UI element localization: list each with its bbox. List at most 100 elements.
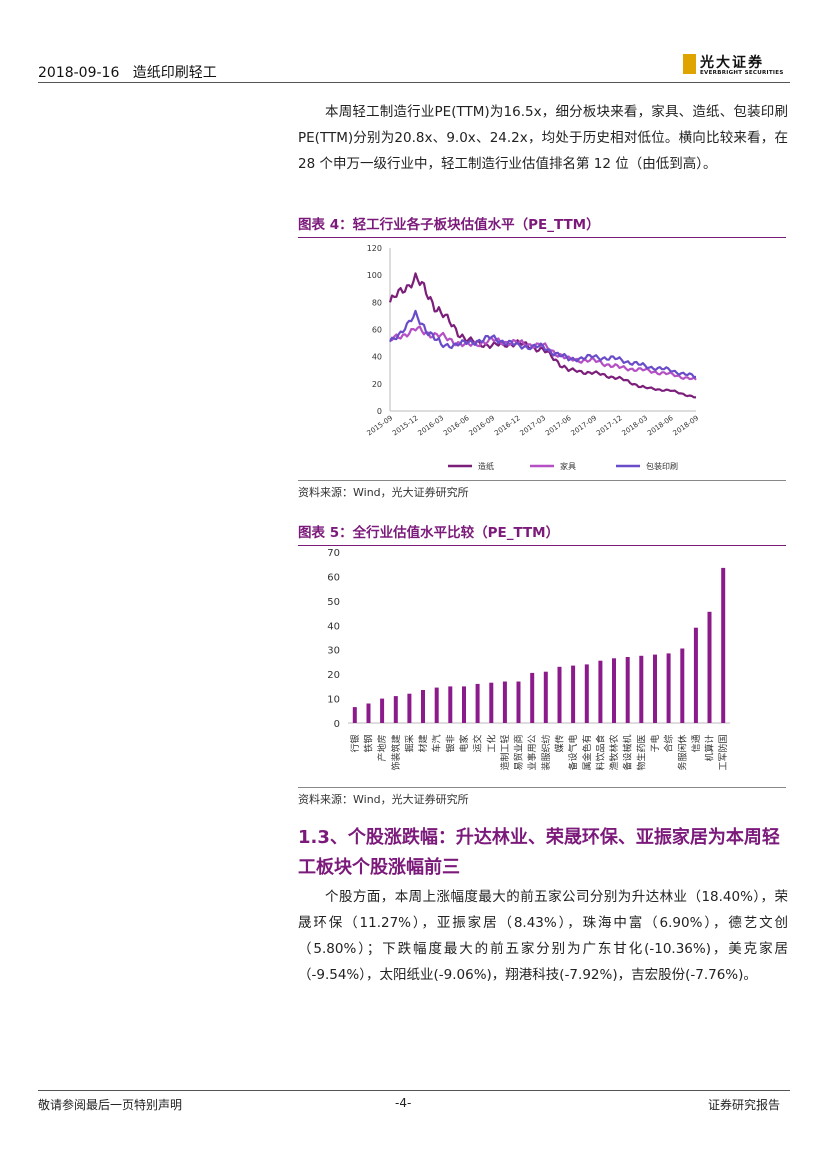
- x-tick-label: 2016-12: [493, 414, 522, 437]
- category-label: 服: [541, 752, 552, 761]
- category-label: 贸: [513, 752, 525, 761]
- y-tick-label: 100: [367, 271, 382, 280]
- bar: [639, 655, 644, 723]
- category-label: 电: [649, 734, 661, 743]
- category-label: 材: [417, 743, 429, 752]
- category-label: 药: [636, 743, 647, 752]
- category-label: 品: [595, 743, 606, 752]
- bar: [407, 693, 412, 723]
- bar: [584, 664, 589, 723]
- category-label: 休: [676, 734, 688, 743]
- category-label: 工: [501, 743, 511, 752]
- category-label: 掘: [403, 743, 415, 752]
- category-label: 设: [568, 752, 579, 761]
- category-label: 闲: [677, 743, 688, 752]
- report-header: 2018-09-16 造纸印刷轻工: [38, 62, 217, 82]
- bar: [489, 682, 494, 723]
- category-label: 设: [623, 752, 634, 761]
- y-tick-label: 20: [327, 670, 340, 681]
- category-label: 信: [690, 743, 702, 752]
- logo-mark-icon: [683, 54, 696, 74]
- category-label: 务: [676, 761, 688, 770]
- category-label: 装: [540, 761, 552, 770]
- category-label: 家: [458, 734, 470, 743]
- y-tick-label: 60: [327, 572, 340, 583]
- bar: [680, 648, 685, 723]
- category-label: 地: [376, 743, 388, 752]
- category-label: 渔: [609, 761, 620, 770]
- bar: [571, 665, 576, 723]
- category-label: 业: [527, 761, 538, 770]
- category-label: 纺: [540, 734, 552, 743]
- category-label: 饮: [594, 752, 606, 761]
- category-label: 装: [390, 752, 402, 761]
- category-label: 化: [485, 734, 497, 743]
- bar: [352, 707, 357, 723]
- bar: [557, 666, 562, 723]
- category-label: 非: [444, 734, 456, 743]
- category-label: 传: [553, 734, 565, 743]
- category-label: 服: [677, 752, 688, 761]
- category-label: 公: [527, 734, 538, 743]
- category-label: 有: [581, 734, 593, 743]
- category-label: 银: [444, 743, 456, 752]
- category-label: 林: [608, 743, 620, 752]
- x-tick-label: 2017-09: [570, 414, 599, 437]
- category-label: 生: [635, 752, 647, 761]
- footer-report-type: 证券研究报告: [708, 1098, 781, 1112]
- bar-chart-axes: 0 10 20 30 40 50 60 70: [327, 548, 730, 730]
- bar-chart-labels: 银行钢铁房地产建筑装饰采掘建材汽车非银家电交运化工轻工制造商业贸易公用事业纺织服…: [349, 734, 729, 770]
- section-heading: 1.3、个股涨跌幅：升达林业、荣晟环保、亚振家居为本周轻工板块个股涨幅前三: [298, 827, 780, 878]
- x-tick-label: 2015-12: [391, 414, 420, 437]
- category-label: 媒: [554, 743, 565, 752]
- report-date: 2018-09-16: [38, 65, 120, 81]
- bar: [448, 686, 453, 723]
- figure-5-source: 资料来源：Wind，光大证券研究所: [298, 787, 786, 807]
- series-line: [389, 325, 697, 381]
- category-label: 料: [594, 761, 606, 770]
- bar: [598, 660, 603, 723]
- x-tick-label: 2018-03: [621, 414, 650, 437]
- series-line: [389, 309, 696, 379]
- line-chart-lines: [388, 272, 697, 399]
- body-paragraph-2: 个股方面，本周上涨幅度最大的前五家公司分别为升达林业（18.40%），荣晟环保（…: [298, 889, 788, 983]
- category-label: 造: [499, 761, 511, 770]
- bar-chart-bars: [352, 567, 726, 723]
- category-label: 计: [704, 734, 716, 743]
- bar: [475, 683, 480, 723]
- y-tick-label: 10: [327, 695, 340, 706]
- category-label: 防: [717, 743, 729, 752]
- category-label: 行: [349, 743, 361, 752]
- category-label: 国: [718, 734, 729, 743]
- category-label: 备: [622, 761, 634, 770]
- category-label: 色: [581, 743, 593, 752]
- category-label: 综: [663, 734, 675, 743]
- category-label: 商: [513, 734, 525, 743]
- legend-label: 造纸: [478, 461, 494, 471]
- category-label: 工: [719, 761, 729, 770]
- y-tick-label: 50: [327, 597, 340, 608]
- y-tick-label: 0: [377, 407, 382, 416]
- category-label: 车: [431, 743, 443, 752]
- category-label: 事: [526, 752, 538, 761]
- footer-divider: [38, 1090, 790, 1091]
- y-tick-label: 40: [372, 353, 382, 362]
- category-label: 运: [473, 743, 484, 752]
- body-paragraph-1: 本周轻工制造行业PE(TTM)为16.5x，细分板块来看，家具、造纸、包装印刷P…: [298, 104, 788, 172]
- y-tick-label: 60: [372, 326, 382, 335]
- category-label: 织: [540, 743, 552, 752]
- legend-label: 包装印刷: [646, 461, 678, 471]
- y-tick-label: 20: [372, 380, 382, 389]
- bar: [366, 703, 371, 723]
- category-label: 建: [390, 734, 402, 743]
- category-label: 易: [514, 761, 525, 770]
- bar: [625, 657, 630, 723]
- bar: [721, 567, 726, 723]
- y-tick-label: 0: [334, 719, 340, 730]
- x-tick-label: 2018-09: [672, 414, 701, 437]
- figure-5-title: 图表 5：全行业估值水平比较（PE_TTM）: [298, 521, 786, 546]
- report-category: 造纸印刷轻工: [132, 65, 217, 81]
- category-label: 备: [567, 761, 579, 770]
- category-label: 金: [581, 752, 593, 761]
- category-label: 农: [608, 734, 620, 743]
